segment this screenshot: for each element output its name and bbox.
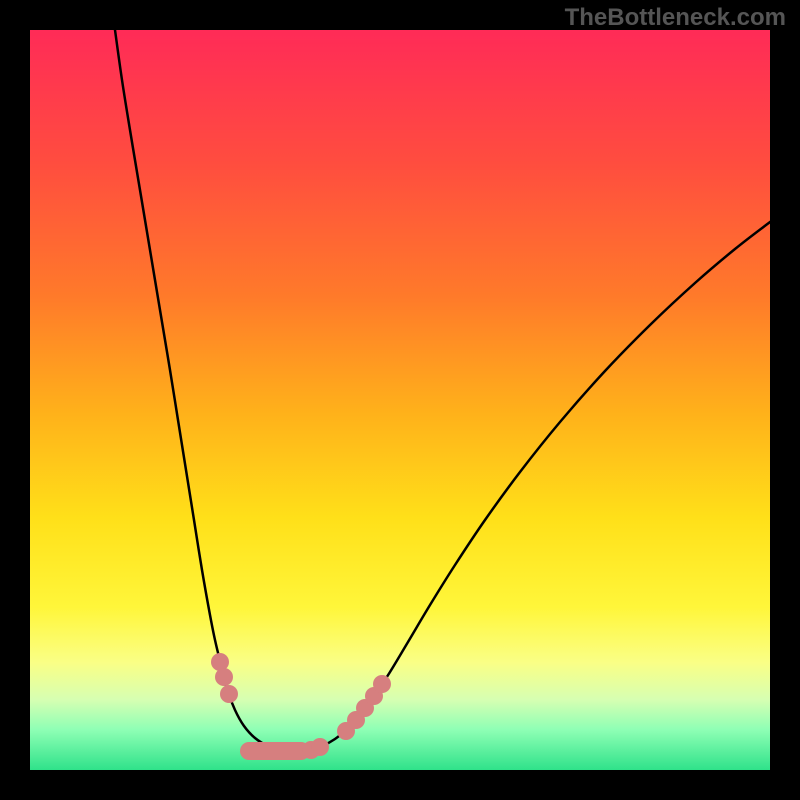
marker-bottom-bar bbox=[240, 742, 310, 760]
chart-frame: TheBottleneck.com bbox=[0, 0, 800, 800]
marker-left-dot-1 bbox=[215, 668, 233, 686]
marker-right-dot-4 bbox=[373, 675, 391, 693]
chart-svg bbox=[0, 0, 800, 800]
marker-left-dot-2 bbox=[220, 685, 238, 703]
watermark-text: TheBottleneck.com bbox=[565, 4, 786, 32]
gradient-bg bbox=[30, 30, 770, 770]
marker-bottom-dot-1 bbox=[311, 738, 329, 756]
